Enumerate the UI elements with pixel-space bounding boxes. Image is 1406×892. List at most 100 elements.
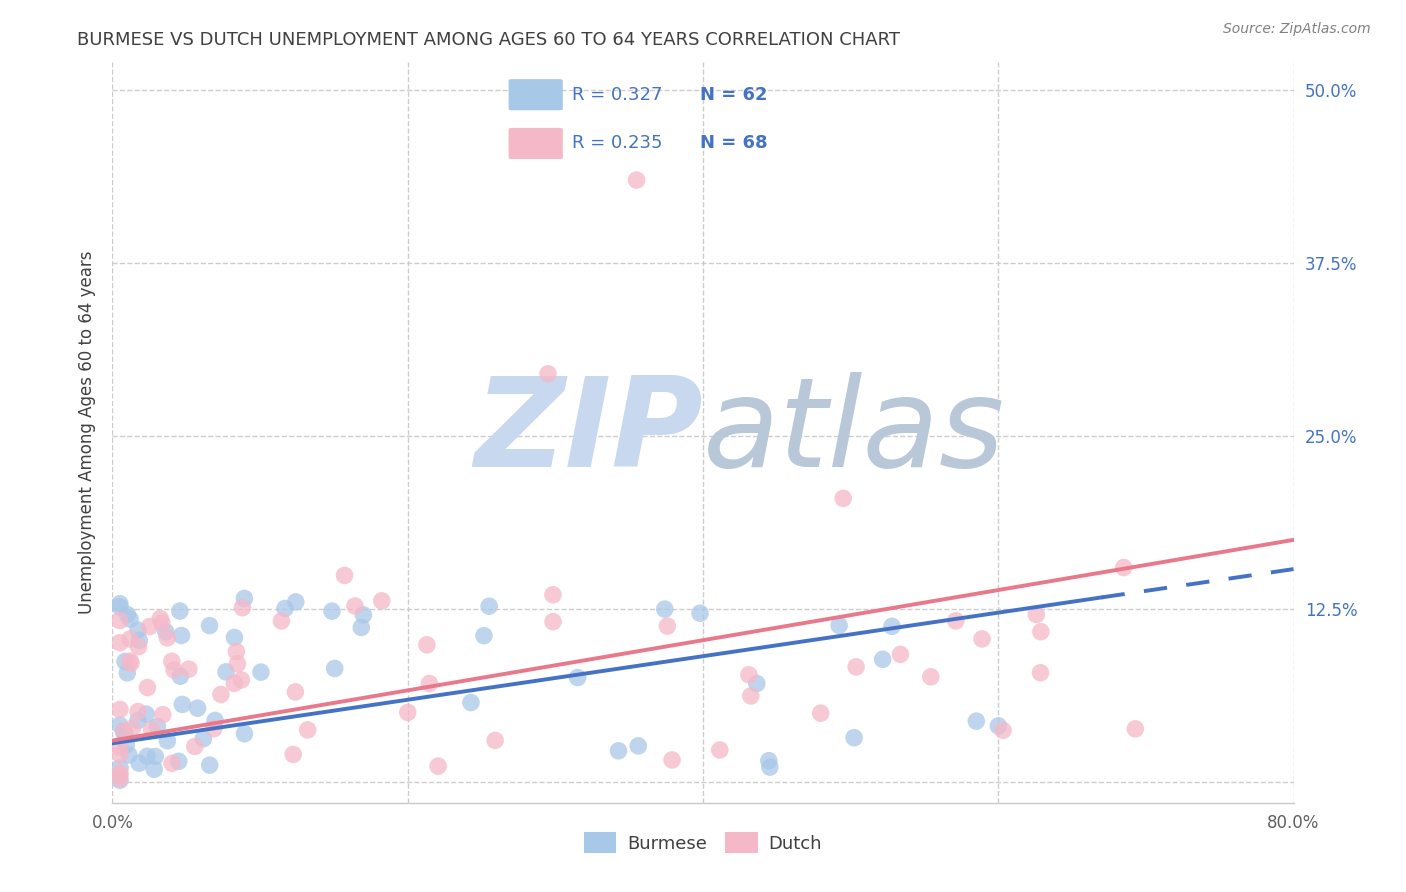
Point: [108, 702, 131, 716]
Point: [371, 594, 394, 608]
Point: [184, 739, 207, 754]
Point: [118, 632, 141, 646]
Point: [1123, 722, 1146, 736]
Point: [323, 661, 346, 675]
Point: [284, 685, 307, 699]
Point: [709, 743, 731, 757]
Point: [155, 624, 177, 639]
Point: [202, 722, 225, 736]
Point: [118, 747, 141, 762]
Point: [121, 721, 143, 735]
Point: [745, 676, 768, 690]
Point: [689, 606, 711, 620]
Point: [127, 714, 149, 728]
Point: [1112, 560, 1135, 574]
Point: [1029, 665, 1052, 680]
Point: [108, 614, 131, 628]
Point: [146, 720, 169, 734]
Point: [108, 718, 131, 732]
Point: [128, 640, 150, 654]
Point: [965, 714, 987, 728]
Point: [108, 636, 131, 650]
Point: [108, 766, 131, 780]
Point: [141, 723, 163, 737]
Point: [152, 707, 174, 722]
Point: [759, 760, 782, 774]
Point: [112, 723, 135, 738]
Point: [226, 657, 249, 671]
Point: [117, 607, 139, 622]
Point: [149, 611, 172, 625]
Point: [143, 762, 166, 776]
Point: [120, 656, 142, 670]
Point: [156, 733, 179, 747]
Point: [284, 595, 307, 609]
Point: [845, 660, 868, 674]
Point: [115, 738, 138, 752]
Point: [108, 747, 131, 762]
Point: [828, 618, 851, 632]
Point: [810, 706, 832, 721]
Point: [198, 758, 221, 772]
Point: [842, 731, 865, 745]
Point: [740, 689, 762, 703]
Point: [204, 714, 226, 728]
Point: [427, 759, 450, 773]
Point: [135, 707, 157, 722]
Point: [283, 747, 305, 762]
Point: [120, 612, 142, 626]
Point: [297, 723, 319, 737]
Point: [108, 599, 131, 614]
Text: Source: ZipAtlas.com: Source: ZipAtlas.com: [1223, 22, 1371, 37]
Point: [108, 772, 131, 786]
Point: [128, 756, 150, 771]
Point: [418, 676, 440, 690]
Point: [250, 665, 273, 679]
Point: [991, 723, 1014, 738]
Point: [472, 629, 495, 643]
Point: [108, 773, 131, 788]
Point: [333, 568, 356, 582]
Point: [160, 756, 183, 771]
Point: [108, 761, 131, 775]
Point: [160, 654, 183, 668]
Point: [343, 599, 366, 613]
Point: [654, 602, 676, 616]
Point: [416, 638, 439, 652]
Point: [274, 601, 297, 615]
Point: [352, 607, 374, 622]
Point: [150, 616, 173, 631]
Point: [541, 588, 564, 602]
Point: [920, 670, 942, 684]
Legend: Burmese, Dutch: Burmese, Dutch: [576, 825, 830, 861]
Point: [484, 733, 506, 747]
Point: [215, 665, 238, 679]
Point: [128, 633, 150, 648]
Point: [114, 727, 136, 741]
Point: [970, 632, 993, 646]
Point: [127, 623, 149, 637]
Point: [460, 696, 482, 710]
Point: [627, 739, 650, 753]
Point: [396, 706, 419, 720]
Point: [108, 767, 131, 781]
Point: [872, 652, 894, 666]
Point: [156, 631, 179, 645]
Point: [567, 671, 589, 685]
Point: [209, 688, 232, 702]
Point: [233, 727, 256, 741]
Point: [231, 600, 253, 615]
Text: BURMESE VS DUTCH UNEMPLOYMENT AMONG AGES 60 TO 64 YEARS CORRELATION CHART: BURMESE VS DUTCH UNEMPLOYMENT AMONG AGES…: [77, 31, 900, 49]
Text: atlas: atlas: [703, 372, 1005, 493]
Point: [321, 604, 343, 618]
Point: [136, 749, 159, 764]
Point: [626, 173, 648, 187]
Text: ZIP: ZIP: [474, 372, 703, 493]
Point: [172, 698, 194, 712]
Point: [1025, 607, 1047, 622]
Point: [224, 676, 246, 690]
Point: [177, 662, 200, 676]
Point: [758, 754, 780, 768]
Point: [136, 681, 159, 695]
Point: [987, 719, 1010, 733]
